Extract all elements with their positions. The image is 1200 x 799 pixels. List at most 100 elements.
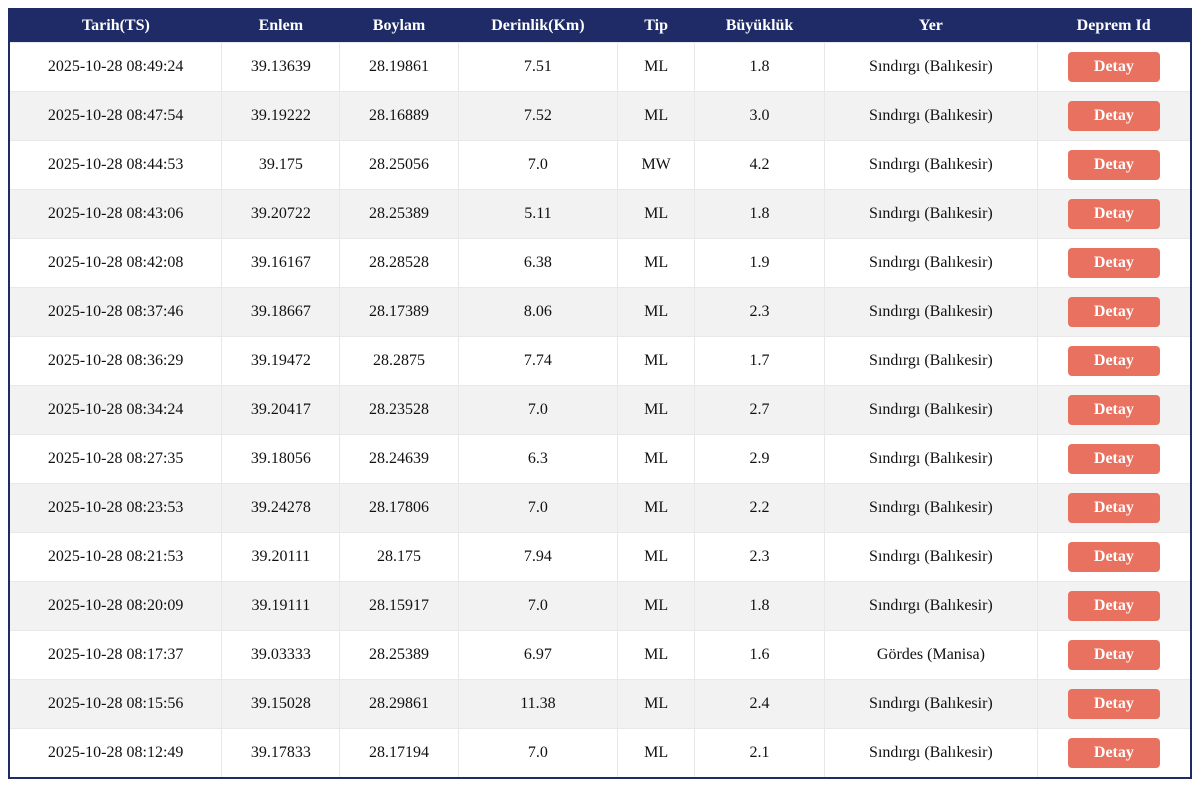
cell-tip: ML (617, 532, 696, 582)
cell-boylam: 28.15917 (339, 581, 459, 631)
detay-button[interactable]: Detay (1067, 689, 1160, 719)
detay-button[interactable]: Detay (1067, 199, 1160, 229)
cell-enlem: 39.18056 (221, 434, 341, 484)
cell-derinlik: 5.11 (457, 189, 619, 239)
cell-deprem_id: Detay (1036, 336, 1192, 386)
cell-boylam: 28.25389 (339, 189, 459, 239)
table-row: 2025-10-28 08:36:29 39.19472 28.2875 7.74 ML… (8, 336, 1192, 386)
column-header-yer: Yer (824, 9, 1038, 43)
detay-button[interactable]: Detay (1067, 297, 1160, 327)
table-row: 2025-10-28 08:49:24 39.13639 28.19861 7.51 M… (8, 42, 1192, 92)
cell-boylam: 28.28528 (339, 238, 459, 288)
cell-deprem_id: Detay (1036, 581, 1192, 631)
cell-yer: Sındırgı (Balıkesir) (824, 336, 1038, 386)
table-row: 2025-10-28 08:21:53 39.20111 28.175 7.94 ML 2… (8, 532, 1192, 582)
cell-deprem_id: Detay (1036, 483, 1192, 533)
cell-derinlik: 7.0 (457, 385, 619, 435)
cell-yer: Sındırgı (Balıkesir) (824, 728, 1038, 778)
cell-buyukluk: 2.1 (694, 728, 826, 778)
earthquake-list-page: Tarih(TS) Enlem Boylam Derinlik(Km) Tip Büyük… (8, 8, 1192, 779)
cell-tip: ML (617, 581, 696, 631)
cell-deprem_id: Detay (1036, 238, 1192, 288)
cell-enlem: 39.20722 (221, 189, 341, 239)
column-header-buyukluk: Büyüklük (694, 9, 825, 43)
cell-derinlik: 6.97 (457, 630, 619, 680)
detay-button[interactable]: Detay (1067, 444, 1160, 474)
cell-tarih: 2025-10-28 08:20:09 (8, 581, 223, 631)
cell-buyukluk: 2.2 (694, 483, 826, 533)
cell-derinlik: 7.0 (457, 140, 619, 190)
detay-button[interactable]: Detay (1067, 395, 1160, 425)
earthquake-table: Tarih(TS) Enlem Boylam Derinlik(Km) Tip Büyük… (8, 8, 1192, 779)
cell-tarih: 2025-10-28 08:27:35 (8, 434, 223, 484)
cell-tarih: 2025-10-28 08:12:49 (8, 728, 223, 778)
cell-deprem_id: Detay (1036, 287, 1192, 337)
detay-button[interactable]: Detay (1067, 248, 1160, 278)
cell-enlem: 39.19111 (221, 581, 341, 631)
table-row: 2025-10-28 08:20:09 39.19111 28.15917 7.0 ML… (8, 581, 1192, 631)
cell-boylam: 28.17806 (339, 483, 459, 533)
cell-enlem: 39.17833 (221, 728, 341, 778)
cell-tarih: 2025-10-28 08:36:29 (8, 336, 223, 386)
cell-enlem: 39.19222 (221, 91, 341, 141)
table-row: 2025-10-28 08:34:24 39.20417 28.23528 7.0 ML… (8, 385, 1192, 435)
cell-yer: Sındırgı (Balıkesir) (824, 238, 1038, 288)
cell-tip: ML (617, 385, 696, 435)
cell-enlem: 39.15028 (221, 679, 341, 729)
cell-yer: Sındırgı (Balıkesir) (824, 42, 1038, 92)
detay-button[interactable]: Detay (1067, 101, 1160, 131)
cell-boylam: 28.25056 (339, 140, 459, 190)
cell-tarih: 2025-10-28 08:17:37 (8, 630, 223, 680)
cell-boylam: 28.29861 (339, 679, 459, 729)
detay-button[interactable]: Detay (1067, 150, 1160, 180)
table-row: 2025-10-28 08:42:08 39.16167 28.28528 6.38 M… (8, 238, 1192, 288)
cell-buyukluk: 1.7 (694, 336, 826, 386)
cell-buyukluk: 1.8 (694, 42, 826, 92)
cell-yer: Sındırgı (Balıkesir) (824, 189, 1038, 239)
cell-yer: Sındırgı (Balıkesir) (824, 483, 1038, 533)
cell-yer: Sındırgı (Balıkesir) (824, 434, 1038, 484)
cell-tarih: 2025-10-28 08:47:54 (8, 91, 223, 141)
cell-buyukluk: 2.9 (694, 434, 826, 484)
cell-derinlik: 6.38 (457, 238, 619, 288)
cell-derinlik: 7.0 (457, 728, 619, 778)
table-row: 2025-10-28 08:44:53 39.175 28.25056 7.0 MW 4.… (8, 140, 1192, 190)
cell-tip: ML (617, 630, 696, 680)
cell-enlem: 39.16167 (221, 238, 341, 288)
cell-boylam: 28.2875 (339, 336, 459, 386)
cell-deprem_id: Detay (1036, 630, 1192, 680)
cell-boylam: 28.24639 (339, 434, 459, 484)
cell-tarih: 2025-10-28 08:37:46 (8, 287, 223, 337)
cell-tarih: 2025-10-28 08:34:24 (8, 385, 223, 435)
cell-tarih: 2025-10-28 08:44:53 (8, 140, 223, 190)
table-header-row: Tarih(TS) Enlem Boylam Derinlik(Km) Tip Büyük… (9, 9, 1191, 43)
table-row: 2025-10-28 08:37:46 39.18667 28.17389 8.06 M… (8, 287, 1192, 337)
detay-button[interactable]: Detay (1067, 346, 1160, 376)
cell-tip: ML (617, 434, 696, 484)
cell-yer: Gördes (Manisa) (824, 630, 1038, 680)
column-header-deprem_id: Deprem Id (1037, 9, 1191, 43)
cell-enlem: 39.18667 (221, 287, 341, 337)
cell-deprem_id: Detay (1036, 42, 1192, 92)
cell-enlem: 39.19472 (221, 336, 341, 386)
cell-boylam: 28.23528 (339, 385, 459, 435)
cell-deprem_id: Detay (1036, 91, 1192, 141)
cell-derinlik: 7.0 (457, 483, 619, 533)
detay-button[interactable]: Detay (1067, 52, 1160, 82)
cell-derinlik: 7.94 (457, 532, 619, 582)
table-row: 2025-10-28 08:47:54 39.19222 28.16889 7.52 M… (8, 91, 1192, 141)
detay-button[interactable]: Detay (1067, 640, 1160, 670)
detay-button[interactable]: Detay (1067, 493, 1160, 523)
detay-button[interactable]: Detay (1067, 737, 1160, 768)
detay-button[interactable]: Detay (1067, 542, 1160, 572)
cell-deprem_id: Detay (1036, 140, 1192, 190)
cell-tip: ML (617, 91, 696, 141)
detay-button[interactable]: Detay (1067, 591, 1160, 621)
cell-boylam: 28.19861 (339, 42, 459, 92)
table-row: 2025-10-28 08:23:53 39.24278 28.17806 7.0 ML… (8, 483, 1192, 533)
cell-buyukluk: 1.9 (694, 238, 826, 288)
cell-buyukluk: 2.3 (694, 287, 826, 337)
table-row: 2025-10-28 08:17:37 39.03333 28.25389 6.97 M… (8, 630, 1192, 680)
cell-derinlik: 7.0 (457, 581, 619, 631)
cell-tip: ML (617, 679, 696, 729)
